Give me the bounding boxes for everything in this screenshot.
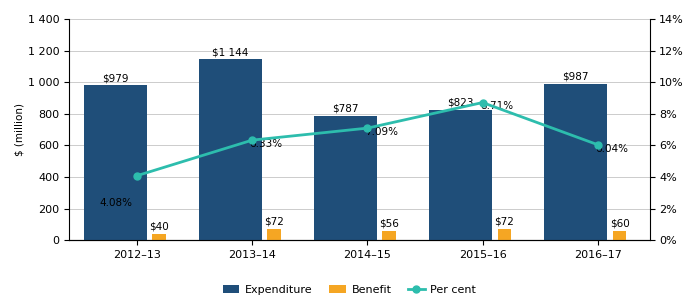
Bar xyxy=(314,116,377,240)
Text: $72: $72 xyxy=(494,216,514,226)
Text: 6.04%: 6.04% xyxy=(595,144,628,154)
Text: 6.33%: 6.33% xyxy=(250,139,282,149)
Text: $72: $72 xyxy=(264,216,284,226)
Text: 4.08%: 4.08% xyxy=(100,198,133,208)
Bar xyxy=(267,229,281,240)
Bar xyxy=(429,110,492,240)
Text: $823: $823 xyxy=(447,98,474,108)
Text: $40: $40 xyxy=(149,221,169,231)
Text: $787: $787 xyxy=(332,104,359,114)
Text: 7.09%: 7.09% xyxy=(365,127,398,137)
Bar xyxy=(83,85,147,240)
Bar xyxy=(613,231,626,240)
Text: $56: $56 xyxy=(380,219,399,229)
Bar xyxy=(199,59,262,240)
Text: $1 144: $1 144 xyxy=(212,47,249,57)
Y-axis label: $ (million): $ (million) xyxy=(15,103,25,156)
Legend: Expenditure, Benefit, Per cent: Expenditure, Benefit, Per cent xyxy=(218,281,481,300)
Bar xyxy=(152,234,166,240)
Text: $979: $979 xyxy=(102,73,129,83)
Text: $60: $60 xyxy=(610,218,630,228)
Text: 8.71%: 8.71% xyxy=(480,101,513,111)
Bar xyxy=(498,229,512,240)
Text: $987: $987 xyxy=(563,72,589,82)
Bar xyxy=(382,231,396,240)
Bar xyxy=(544,84,607,240)
